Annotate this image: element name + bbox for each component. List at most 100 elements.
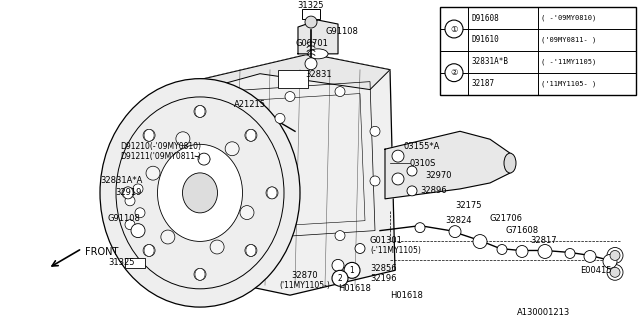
Circle shape [610,251,620,260]
Text: 32870: 32870 [292,271,318,280]
Circle shape [370,176,380,186]
Ellipse shape [195,268,205,280]
Circle shape [194,106,206,117]
Text: 32831A*B: 32831A*B [471,57,508,66]
Circle shape [305,58,317,70]
Text: 32970: 32970 [425,172,451,180]
FancyBboxPatch shape [278,70,308,88]
Circle shape [355,244,365,253]
Circle shape [275,113,285,123]
Circle shape [392,173,404,185]
Text: G91108: G91108 [325,28,358,36]
Polygon shape [195,54,390,92]
Circle shape [370,126,380,136]
Circle shape [133,184,143,194]
Circle shape [516,245,528,257]
Ellipse shape [246,244,256,256]
Circle shape [610,268,620,277]
Circle shape [235,236,245,245]
Circle shape [194,268,206,280]
Circle shape [143,244,155,256]
Circle shape [122,187,134,199]
Ellipse shape [182,173,218,213]
Ellipse shape [123,187,133,199]
Circle shape [335,231,345,241]
Text: D91211('09MY0811-): D91211('09MY0811-) [120,152,201,161]
Circle shape [565,249,575,259]
Circle shape [143,129,155,141]
Circle shape [205,196,215,206]
Text: A21215: A21215 [234,100,266,109]
Text: H01618: H01618 [390,291,423,300]
Circle shape [266,187,278,199]
Text: 32831: 32831 [305,70,332,79]
Text: 03155*A: 03155*A [404,142,440,151]
Text: 0310S: 0310S [410,159,436,168]
Circle shape [135,208,145,218]
Circle shape [445,20,463,38]
Text: A130001213: A130001213 [516,308,570,316]
Polygon shape [298,20,338,54]
Text: 32856: 32856 [370,264,397,273]
Circle shape [449,226,461,237]
FancyBboxPatch shape [125,259,145,268]
Circle shape [161,230,175,244]
Circle shape [245,129,257,141]
Circle shape [603,254,617,268]
Text: G91108: G91108 [108,214,141,223]
Circle shape [407,186,417,196]
Circle shape [584,251,596,262]
Circle shape [176,132,190,146]
Polygon shape [385,131,510,199]
Text: 32824: 32824 [445,216,472,225]
Circle shape [198,153,210,165]
Text: E00415: E00415 [580,266,611,275]
Circle shape [445,64,463,82]
Text: 2: 2 [338,274,342,283]
Ellipse shape [308,49,328,59]
Circle shape [473,235,487,249]
Text: D91608: D91608 [471,13,499,23]
Text: ②: ② [451,68,458,77]
Circle shape [146,166,160,180]
Text: G71608: G71608 [505,226,538,235]
Circle shape [125,220,135,230]
Text: G00701: G00701 [295,39,328,48]
FancyBboxPatch shape [440,7,636,94]
Ellipse shape [157,144,243,241]
Text: (-'11MY1105): (-'11MY1105) [370,246,421,255]
Ellipse shape [195,106,205,117]
Circle shape [538,244,552,259]
Circle shape [607,247,623,263]
Circle shape [332,270,348,286]
Text: 32817: 32817 [530,236,557,245]
Circle shape [235,107,245,116]
Text: 31325: 31325 [108,258,134,267]
Circle shape [131,224,145,237]
Text: ('11MY1105-): ('11MY1105-) [280,281,330,290]
Text: ①: ① [451,25,458,34]
Text: G21706: G21706 [490,214,523,223]
Circle shape [225,142,239,156]
Circle shape [205,136,215,146]
Text: 31325: 31325 [298,1,324,10]
Ellipse shape [504,153,516,173]
Ellipse shape [144,244,154,256]
Text: 32896: 32896 [420,186,447,196]
Text: 32831A*A: 32831A*A [100,176,142,186]
Ellipse shape [116,97,284,289]
Circle shape [305,16,317,28]
Text: ('11MY1105- ): ('11MY1105- ) [541,80,596,87]
Text: G01301: G01301 [370,236,403,245]
Circle shape [240,206,254,220]
Text: 32175: 32175 [455,201,481,210]
Circle shape [392,150,404,162]
Circle shape [125,196,135,206]
Polygon shape [195,54,395,295]
Ellipse shape [246,129,256,141]
Text: ( -'11MY1105): ( -'11MY1105) [541,59,596,65]
Text: ( -'09MY0810): ( -'09MY0810) [541,15,596,21]
Ellipse shape [100,79,300,307]
Text: 32187: 32187 [471,79,494,88]
Text: D91610: D91610 [471,36,499,44]
